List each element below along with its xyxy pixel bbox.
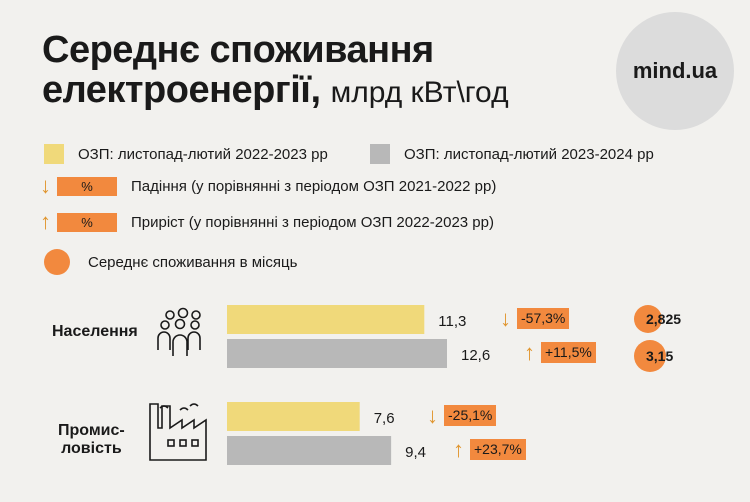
bar-0-1 (227, 339, 447, 368)
title-line-2-text: електроенергії, (42, 69, 321, 111)
monthly-average-1: 3,15 (634, 340, 673, 372)
change-chip-1-1: +23,7% (470, 439, 526, 460)
monthly-circle-0 (634, 305, 662, 333)
legend-chip-decline: % (57, 176, 117, 196)
change-chip-1-0: -25,1% (444, 405, 497, 426)
change-chip-0-1: +11,5% (541, 342, 596, 363)
arrow-down-icon: ↓ (40, 173, 51, 198)
arrow-up-icon: ↑ (524, 339, 535, 365)
monthly-average-0: 2,825 (634, 305, 681, 333)
title-line-1: Середнє споживання (42, 29, 434, 71)
value-label-1-1: 9,4 (405, 444, 426, 461)
bar-1-1 (227, 436, 392, 465)
value-label-0-1: 12,6 (461, 347, 491, 364)
legend-series-2022: ОЗП: листопад-лютий 2022-2023 рр (44, 144, 328, 164)
legend-label-growth: Приріст (у порівнянні з періодом ОЗП 202… (131, 213, 494, 231)
legend-swatch-gray (370, 144, 390, 164)
change-0-0: ↓ -57,3% (500, 305, 570, 331)
legend-decline: ↓ % Падіння (у порівнянні з періодом ОЗП… (40, 173, 497, 198)
factory-icon (149, 403, 207, 461)
legend-chip-growth: % (57, 212, 117, 232)
value-label-0-0: 11,3 (438, 313, 467, 330)
legend-label-2023: ОЗП: листопад-лютий 2023-2024 рр (404, 145, 654, 163)
value-label-1-0: 7,6 (373, 410, 395, 427)
legend-label-decline: Падіння (у порівнянні з періодом ОЗП 202… (131, 177, 497, 195)
legend-swatch-yellow (44, 144, 64, 164)
change-1-0: ↓ -25,1% (427, 402, 497, 428)
bar-1-0 (227, 402, 360, 431)
monthly-value-1: 3,15 (646, 348, 674, 364)
arrow-up-icon: ↑ (40, 209, 51, 234)
legend-growth: ↑ % Приріст (у порівнянні з періодом ОЗП… (40, 209, 494, 234)
legend-label-monthly: Середнє споживання в місяць (88, 253, 298, 271)
legend-chip-decline-text: % (81, 178, 93, 194)
category-label-population: Населення (52, 323, 138, 340)
legend-dot (44, 249, 70, 275)
change-chip-0-0: -57,3% (517, 308, 570, 329)
chart-title: Середнє споживання електроенергії, млрд … (42, 30, 509, 113)
title-line-2: електроенергії, млрд кВт\год (42, 70, 509, 113)
arrow-down-icon: ↓ (500, 305, 511, 331)
arrow-up-icon: ↑ (453, 436, 464, 462)
logo-text: mind.ua (632, 58, 718, 83)
bar-0-0 (227, 305, 425, 334)
change-1-1: ↑ +23,7% (453, 436, 526, 462)
legend-chip-growth-text: % (81, 214, 93, 230)
logo: mind.ua (616, 12, 734, 130)
change-0-1: ↑ +11,5% (524, 339, 596, 365)
category-label-industry: Промис- ловість (58, 422, 125, 457)
title-unit: млрд кВт\год (330, 76, 509, 109)
monthly-circle-1 (634, 340, 666, 372)
monthly-value-0: 2,825 (646, 311, 682, 327)
legend-series-2023: ОЗП: листопад-лютий 2023-2024 рр (370, 144, 654, 164)
arrow-down-icon: ↓ (427, 402, 438, 428)
legend-label-2022: ОЗП: листопад-лютий 2022-2023 рр (78, 145, 328, 163)
people-group-icon (157, 307, 201, 356)
legend-monthly: Середнє споживання в місяць (44, 249, 297, 275)
